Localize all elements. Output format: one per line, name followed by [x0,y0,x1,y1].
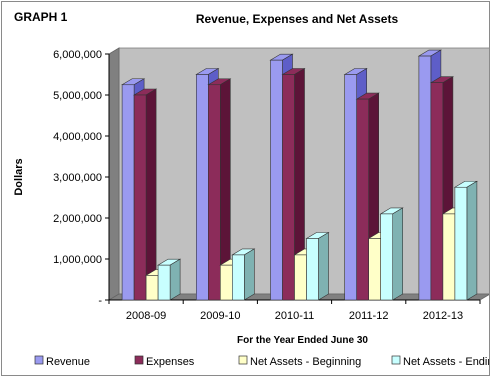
y-tick-label: 3,000,000 [53,172,102,184]
legend-swatch [34,355,44,365]
legend-swatch [238,355,248,365]
bar [454,186,468,301]
x-tick-label: 2008-09 [126,310,166,322]
bar [306,238,319,301]
bar [145,275,159,301]
bar-side-face [466,180,478,301]
bar [133,94,147,301]
bar [208,84,221,301]
x-tick-label: 2009-10 [200,310,240,322]
legend-swatch [134,355,144,365]
legend-label: Net Assets - Ending [403,356,490,368]
legend-label: Revenue [46,356,90,368]
bar [430,82,444,301]
bar [121,84,135,301]
plot-side-wall [108,47,120,301]
bar [356,98,370,301]
bar [418,55,432,301]
bar [196,74,209,301]
bar [220,264,233,301]
legend-label: Expenses [146,356,195,368]
bar [380,213,394,301]
y-tick-label: 2,000,000 [53,213,102,225]
y-tick-label: 4,000,000 [53,131,102,143]
bar [294,254,307,301]
bar [368,238,382,301]
bar-side-face [145,88,157,301]
bar [270,59,283,301]
legend-swatch [391,355,401,365]
bar [344,74,358,301]
x-tick-label: 2012-13 [423,310,463,322]
bar [232,254,245,301]
bar-side-face [244,248,255,301]
bar-side-face [318,231,329,301]
bar [157,264,171,301]
bar [282,74,295,301]
y-tick-label: 5,000,000 [53,90,102,102]
y-tick-label: 6,000,000 [53,49,102,61]
x-tick-label: 2010-11 [275,310,315,322]
bar-side-face [392,207,404,301]
y-axis-title: Dollars [13,158,25,195]
y-tick-label: 1,000,000 [53,254,102,266]
chart-title: Revenue, Expenses and Net Assets [195,12,399,26]
bar [442,213,456,301]
y-tick-label: - [98,295,102,307]
x-tick-label: 2011-12 [349,310,389,322]
legend-label: Net Assets - Beginning [250,356,361,368]
x-axis-title: For the Year Ended June 30 [237,335,368,346]
bar-side-face [169,258,181,301]
graph-number-label: GRAPH 1 [14,10,68,24]
